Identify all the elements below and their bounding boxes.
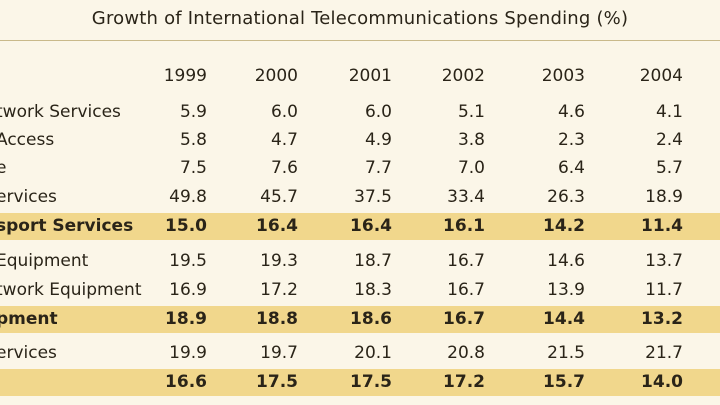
cell-value-2001: 18.6 xyxy=(350,309,392,329)
column-header-2002: 2002 xyxy=(441,66,485,86)
cell-value-2004: 14.0 xyxy=(641,372,683,392)
cell-value-1999: 19.9 xyxy=(169,343,207,363)
row-label: pment xyxy=(0,309,58,329)
cell-value-2003: 2.3 xyxy=(557,130,585,150)
column-header-2004: 2004 xyxy=(639,66,683,86)
row-label: twork Equipment xyxy=(0,280,142,300)
row-label: sport Services xyxy=(0,216,134,236)
table-row-total: pment 18.9 18.8 18.6 16.7 14.4 13.2 xyxy=(0,306,720,333)
cell-value-1999: 5.8 xyxy=(179,130,207,150)
table-row: e 7.5 7.6 7.7 7.0 6.4 5.7 xyxy=(0,155,720,182)
title-divider xyxy=(0,40,720,41)
cell-value-1999: 16.9 xyxy=(169,280,207,300)
cell-value-1999: 18.9 xyxy=(165,309,207,329)
cell-value-2000: 19.7 xyxy=(260,343,298,363)
cell-value-2000: 17.5 xyxy=(256,372,298,392)
cell-value-2002: 17.2 xyxy=(443,372,485,392)
cell-value-2004: 2.4 xyxy=(655,130,683,150)
cell-value-2000: 6.0 xyxy=(270,102,298,122)
cell-value-2002: 16.7 xyxy=(443,309,485,329)
cell-value-2003: 14.6 xyxy=(547,251,585,271)
column-header-2000: 2000 xyxy=(254,66,298,86)
cell-value-2004: 11.4 xyxy=(641,216,683,236)
row-label: e xyxy=(0,158,7,178)
row-label: twork Services xyxy=(0,102,121,122)
table-row: Equipment 19.5 19.3 18.7 16.7 14.6 13.7 xyxy=(0,248,720,275)
cell-value-2003: 14.2 xyxy=(543,216,585,236)
cell-value-2000: 45.7 xyxy=(260,187,298,207)
cell-value-2001: 7.7 xyxy=(364,158,392,178)
cell-value-2004: 13.7 xyxy=(645,251,683,271)
cell-value-2000: 18.8 xyxy=(256,309,298,329)
cell-value-2000: 17.2 xyxy=(260,280,298,300)
cell-value-2000: 19.3 xyxy=(260,251,298,271)
cell-value-1999: 49.8 xyxy=(169,187,207,207)
cell-value-2004: 4.1 xyxy=(655,102,683,122)
cell-value-1999: 7.5 xyxy=(179,158,207,178)
cell-value-2000: 4.7 xyxy=(270,130,298,150)
cell-value-2003: 4.6 xyxy=(557,102,585,122)
cell-value-2001: 6.0 xyxy=(364,102,392,122)
cell-value-2004: 5.7 xyxy=(655,158,683,178)
row-label: Access xyxy=(0,130,55,150)
cell-value-2000: 7.6 xyxy=(270,158,298,178)
cell-value-2003: 14.4 xyxy=(543,309,585,329)
cell-value-2002: 7.0 xyxy=(457,158,485,178)
cell-value-2002: 33.4 xyxy=(447,187,485,207)
cell-value-2003: 26.3 xyxy=(547,187,585,207)
cell-value-2004: 11.7 xyxy=(645,280,683,300)
cell-value-2002: 16.1 xyxy=(443,216,485,236)
cell-value-2001: 16.4 xyxy=(350,216,392,236)
table-row: twork Services 5.9 6.0 6.0 5.1 4.6 4.1 xyxy=(0,99,720,126)
cell-value-2003: 21.5 xyxy=(547,343,585,363)
row-label: ervices xyxy=(0,187,57,207)
cell-value-2000: 16.4 xyxy=(256,216,298,236)
cell-value-2001: 37.5 xyxy=(354,187,392,207)
cell-value-2001: 18.3 xyxy=(354,280,392,300)
cell-value-2004: 13.2 xyxy=(641,309,683,329)
cell-value-2002: 20.8 xyxy=(447,343,485,363)
table-row-total: 16.6 17.5 17.5 17.2 15.7 14.0 xyxy=(0,369,720,396)
cell-value-2001: 4.9 xyxy=(364,130,392,150)
column-header-2001: 2001 xyxy=(348,66,392,86)
cell-value-2004: 21.7 xyxy=(645,343,683,363)
table-title: Growth of International Telecommunicatio… xyxy=(91,8,629,29)
cell-value-2004: 18.9 xyxy=(645,187,683,207)
cell-value-2003: 6.4 xyxy=(557,158,585,178)
cell-value-2001: 17.5 xyxy=(350,372,392,392)
cell-value-2003: 13.9 xyxy=(547,280,585,300)
cell-value-2002: 16.7 xyxy=(447,280,485,300)
table-row: twork Equipment 16.9 17.2 18.3 16.7 13.9 11.7 xyxy=(0,277,720,304)
cell-value-1999: 15.0 xyxy=(165,216,207,236)
cell-value-1999: 19.5 xyxy=(169,251,207,271)
column-header-2003: 2003 xyxy=(541,66,585,86)
row-label: Equipment xyxy=(0,251,89,271)
cell-value-1999: 16.6 xyxy=(165,372,207,392)
table-row: ervices 49.8 45.7 37.5 33.4 26.3 18.9 xyxy=(0,184,720,211)
cell-value-2001: 20.1 xyxy=(354,343,392,363)
row-label: ervices xyxy=(0,343,57,363)
cell-value-2002: 3.8 xyxy=(457,130,485,150)
cell-value-2001: 18.7 xyxy=(354,251,392,271)
table-row: Access 5.8 4.7 4.9 3.8 2.3 2.4 xyxy=(0,127,720,154)
table-row-total: sport Services 15.0 16.4 16.4 16.1 14.2 11.4 xyxy=(0,213,720,240)
column-header-1999: 1999 xyxy=(163,66,207,86)
cell-value-2002: 5.1 xyxy=(457,102,485,122)
cell-value-1999: 5.9 xyxy=(179,102,207,122)
cell-value-2003: 15.7 xyxy=(543,372,585,392)
cell-value-2002: 16.7 xyxy=(447,251,485,271)
table-row: ervices 19.9 19.7 20.1 20.8 21.5 21.7 xyxy=(0,340,720,367)
